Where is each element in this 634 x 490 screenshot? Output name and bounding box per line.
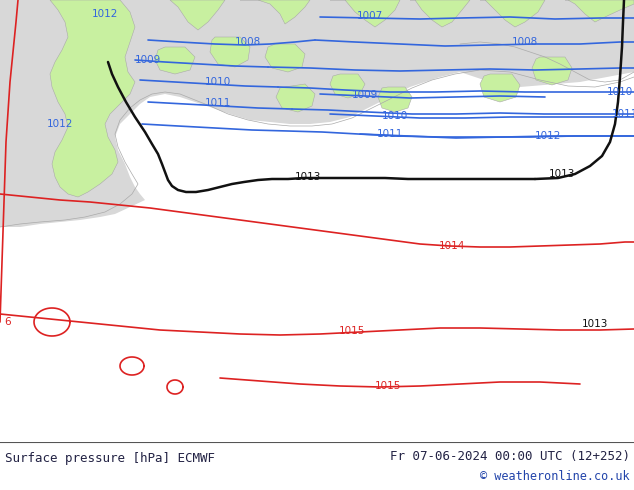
Text: 1011: 1011 [377,129,403,139]
Text: 1010: 1010 [382,111,408,121]
Text: 6: 6 [4,317,11,327]
Polygon shape [378,87,412,112]
Text: 1014: 1014 [439,241,465,251]
Text: 1012: 1012 [535,131,561,141]
Text: 1011: 1011 [612,109,634,119]
Text: 1008: 1008 [235,37,261,47]
Text: 1012: 1012 [47,119,73,129]
Text: 1013: 1013 [549,169,575,179]
Polygon shape [276,84,315,112]
Text: 1010: 1010 [607,87,633,97]
Text: 1015: 1015 [339,326,365,336]
Polygon shape [50,0,135,197]
Text: 1010: 1010 [205,77,231,87]
Text: Surface pressure [hPa] ECMWF: Surface pressure [hPa] ECMWF [5,451,215,465]
Polygon shape [330,74,365,98]
Text: 1015: 1015 [375,381,401,391]
Polygon shape [170,0,225,30]
Polygon shape [565,0,634,22]
Text: 1007: 1007 [357,11,383,21]
Text: © weatheronline.co.uk: © weatheronline.co.uk [481,469,630,483]
Polygon shape [155,47,195,74]
Text: Fr 07-06-2024 00:00 UTC (12+252): Fr 07-06-2024 00:00 UTC (12+252) [390,449,630,463]
Polygon shape [532,57,572,85]
Polygon shape [265,44,305,72]
Polygon shape [480,74,520,102]
Text: 1009: 1009 [352,90,378,100]
Text: 1013: 1013 [295,172,321,182]
Polygon shape [330,0,400,27]
Text: 1012: 1012 [92,9,118,19]
Text: 1011: 1011 [205,98,231,108]
Polygon shape [240,0,310,24]
Text: 1013: 1013 [582,319,608,329]
Polygon shape [480,0,545,27]
Polygon shape [0,0,634,227]
Text: 1009: 1009 [135,55,161,65]
Polygon shape [410,0,470,27]
Polygon shape [210,37,250,67]
Text: 1008: 1008 [512,37,538,47]
